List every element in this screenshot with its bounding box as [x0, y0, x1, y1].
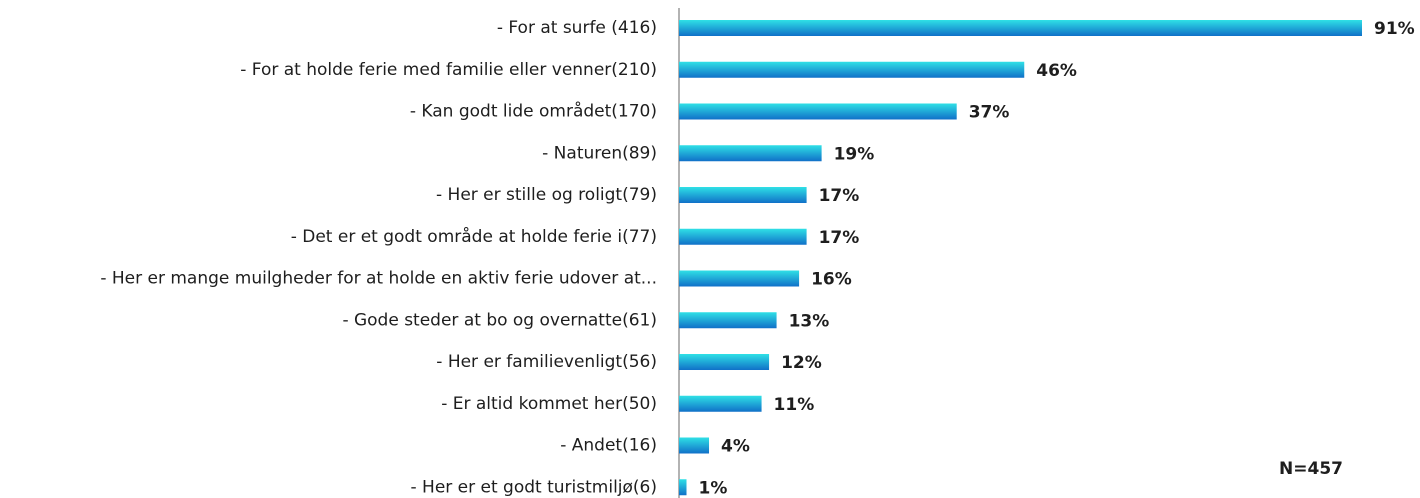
category-label: - For at holde ferie med familie eller v…: [240, 60, 657, 80]
bar: [679, 61, 1025, 78]
bar: [679, 187, 807, 203]
category-label: - Kan godt lide området(170): [410, 101, 657, 122]
category-label: - Gode steder at bo og overnatte(61): [342, 310, 657, 330]
category-label: - Er altid kommet her(50): [441, 394, 657, 414]
value-label: 19%: [834, 144, 875, 164]
category-label: - Andet(16): [560, 436, 657, 456]
value-label: 1%: [699, 478, 728, 498]
category-label: - Her er familievenligt(56): [436, 352, 657, 372]
bar: [679, 312, 777, 329]
value-label: 17%: [819, 186, 860, 206]
category-label: - For at surfe (416): [497, 18, 657, 38]
bar: [679, 145, 822, 162]
value-label: 11%: [774, 395, 815, 415]
category-label: - Naturen(89): [542, 143, 657, 163]
bar: [679, 395, 762, 412]
bar: [679, 270, 800, 287]
value-label: 37%: [969, 103, 1010, 123]
value-label: 13%: [789, 311, 830, 331]
value-label: 46%: [1036, 61, 1077, 81]
annotation: N=457: [1279, 459, 1343, 479]
bar: [679, 354, 770, 370]
bar: [679, 437, 710, 454]
category-label: - Det er et godt område at holde ferie i…: [291, 226, 657, 247]
value-label: 12%: [781, 353, 822, 373]
category-label: - Her er mange muilgheder for at holde e…: [100, 269, 657, 289]
bar: [679, 103, 957, 120]
value-label: 4%: [721, 437, 750, 457]
value-label: 17%: [819, 228, 860, 248]
bar: [679, 479, 687, 496]
bar: [679, 228, 807, 245]
value-label: 16%: [811, 270, 852, 290]
category-label: - Her er et godt turistmiljø(6): [411, 477, 658, 497]
bar: [679, 20, 1362, 36]
category-label: - Her er stille og roligt(79): [436, 185, 657, 205]
value-label: 91%: [1374, 19, 1415, 39]
